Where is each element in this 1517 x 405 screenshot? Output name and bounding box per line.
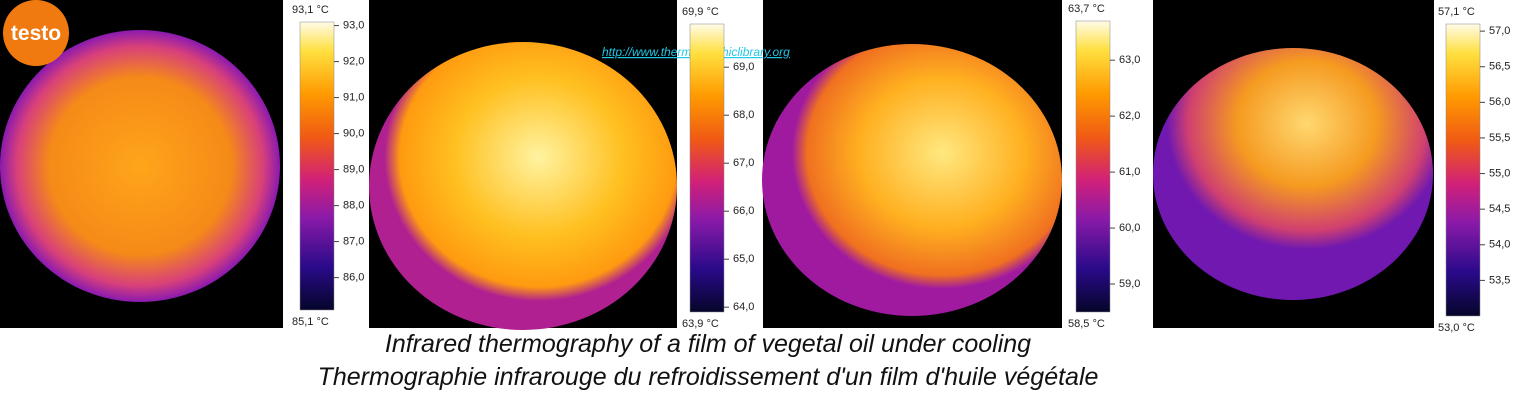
scale-max: 57,1 °C (1438, 6, 1475, 18)
colorbar (299, 21, 335, 311)
oil-film (0, 30, 280, 302)
colorbar (1075, 20, 1111, 313)
tick-label: 56,5 (1489, 61, 1510, 73)
tick-label: 92,0 (343, 56, 364, 68)
tick-label: 55,5 (1489, 132, 1510, 144)
tick-label: 86,0 (343, 272, 364, 284)
scale-min: 85,1 °C (292, 316, 329, 328)
oil-film (369, 42, 677, 330)
tick-label: 62,0 (1119, 110, 1140, 122)
tick-label: 91,0 (343, 92, 364, 104)
oil-film (1153, 48, 1433, 300)
scale-max: 69,9 °C (682, 6, 719, 18)
colorbar (689, 23, 725, 313)
tick-label: 59,0 (1119, 278, 1140, 290)
tick-label: 66,0 (733, 205, 754, 217)
tick-label: 63,0 (1119, 54, 1140, 66)
caption-line: Infrared thermography of a film of veget… (385, 330, 1031, 358)
tick-label: 93,0 (343, 20, 364, 32)
tick-label: 57,0 (1489, 25, 1510, 37)
tick-label: 55,0 (1489, 167, 1510, 179)
tick-label: 87,0 (343, 236, 364, 248)
scale-min: 63,9 °C (682, 318, 719, 330)
caption-line: Thermographie infrarouge du refroidissem… (318, 363, 1099, 391)
logo: testo (11, 22, 61, 45)
tick-label: 68,0 (733, 109, 754, 121)
scale-min: 58,5 °C (1068, 318, 1105, 330)
tick-label: 54,0 (1489, 239, 1510, 251)
tick-label: 54,5 (1489, 203, 1510, 215)
tick-label: 56,0 (1489, 96, 1510, 108)
tick-label: 89,0 (343, 164, 364, 176)
oil-film (762, 44, 1062, 316)
colorbar (1445, 23, 1481, 317)
tick-label: 69,0 (733, 61, 754, 73)
scale-min: 53,0 °C (1438, 322, 1475, 334)
tick-label: 67,0 (733, 157, 754, 169)
scale-max: 63,7 °C (1068, 3, 1105, 15)
scale-max: 93,1 °C (292, 4, 329, 16)
tick-label: 53,5 (1489, 274, 1510, 286)
tick-label: 65,0 (733, 253, 754, 265)
tick-label: 60,0 (1119, 222, 1140, 234)
tick-label: 90,0 (343, 128, 364, 140)
logo-badge (3, 0, 69, 66)
tick-label: 88,0 (343, 200, 364, 212)
tick-label: 61,0 (1119, 166, 1140, 178)
tick-label: 64,0 (733, 301, 754, 313)
